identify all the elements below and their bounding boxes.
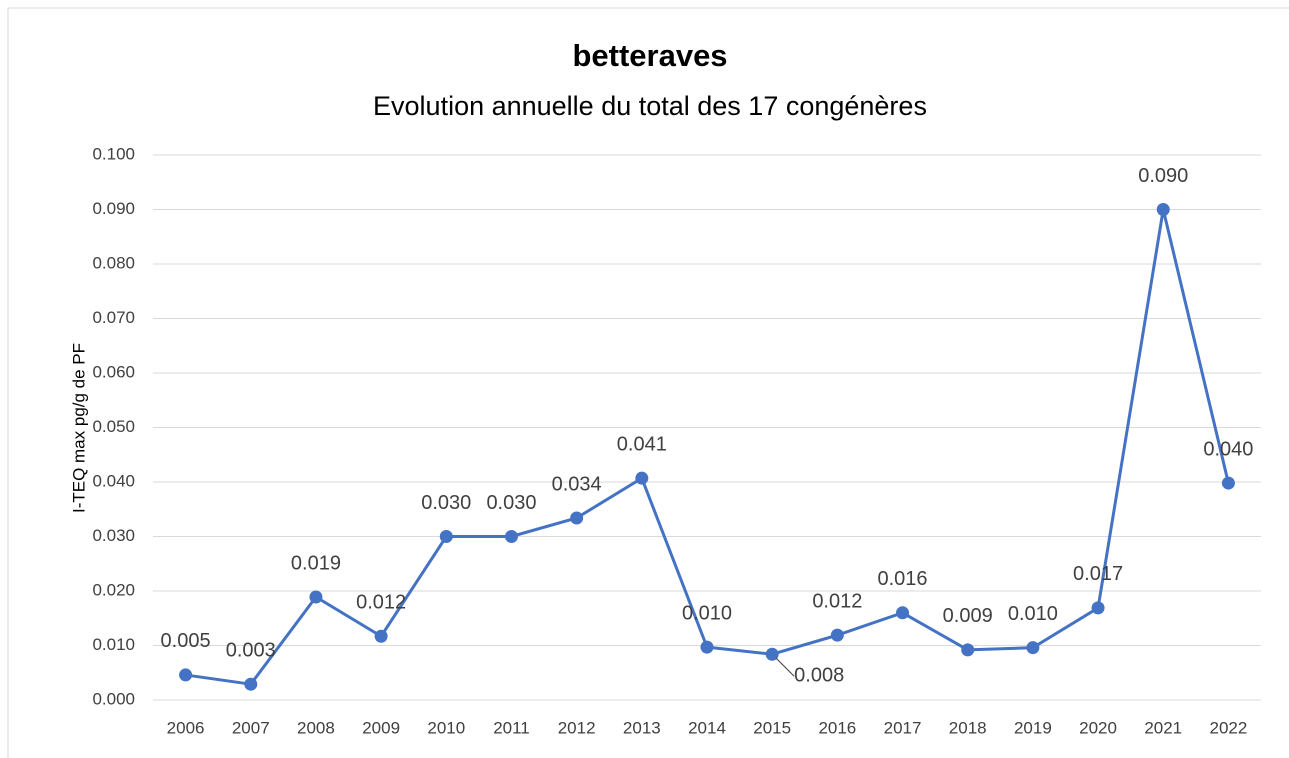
data-label: 0.041: [617, 433, 667, 455]
data-label: 0.003: [226, 639, 276, 661]
point: [1221, 476, 1235, 490]
data-label: 0.008: [794, 665, 844, 687]
x-tick-label: 2016: [818, 718, 856, 737]
point: [374, 629, 388, 643]
y-tick-label: 0.050: [92, 417, 135, 436]
y-tick-label: 0.090: [92, 199, 135, 218]
data-label: 0.034: [552, 473, 602, 495]
x-tick-label: 2012: [558, 718, 596, 737]
point: [244, 677, 258, 691]
leader-line: [775, 657, 795, 677]
chart-border: [7, 7, 1289, 758]
data-label: 0.010: [1008, 603, 1058, 625]
x-tick-label: 2011: [493, 718, 530, 737]
data-label: 0.017: [1073, 563, 1123, 585]
data-label: 0.040: [1203, 438, 1253, 460]
point: [309, 590, 323, 604]
point: [1156, 203, 1170, 216]
point: [830, 628, 844, 642]
point: [961, 643, 975, 657]
y-tick-label: 0.040: [92, 471, 135, 490]
data-label: 0.016: [877, 568, 927, 590]
x-tick-label: 2007: [232, 718, 270, 737]
point: [896, 606, 910, 620]
y-tick-label: 0.030: [92, 526, 135, 545]
y-axis-label: I-TEQ max pg/g de PF: [69, 343, 88, 513]
x-tick-label: 2018: [949, 718, 987, 737]
data-label: 0.012: [812, 590, 862, 612]
data-label: 0.030: [421, 492, 471, 514]
chart-title: betteraves: [572, 38, 727, 73]
x-tick-label: 2014: [688, 718, 726, 737]
point: [570, 511, 584, 525]
y-tick-label: 0.080: [92, 253, 135, 272]
y-tick-label: 0.070: [92, 308, 135, 327]
data-label: 0.005: [161, 630, 211, 652]
x-tick-label: 2017: [884, 718, 922, 737]
x-tick-label: 2021: [1144, 718, 1182, 737]
y-tick-label: 0.010: [92, 635, 135, 654]
x-tick-label: 2008: [297, 718, 335, 737]
data-label: 0.009: [943, 605, 993, 627]
y-tick-label: 0.020: [92, 580, 135, 599]
point: [504, 530, 518, 543]
data-label: 0.030: [486, 492, 536, 514]
point: [700, 640, 714, 654]
point: [1026, 641, 1040, 655]
point: [765, 647, 779, 661]
y-tick-label: 0.060: [92, 362, 135, 381]
x-tick-label: 2019: [1014, 718, 1052, 737]
x-tick-label: 2020: [1079, 718, 1117, 737]
x-tick-label: 2022: [1209, 718, 1247, 737]
chart-subtitle: Evolution annuelle du total des 17 congé…: [373, 91, 927, 121]
point: [439, 530, 453, 543]
x-tick-label: 2013: [623, 718, 661, 737]
x-tick-label: 2015: [753, 718, 791, 737]
y-tick-label: 0.100: [92, 144, 135, 163]
point: [1091, 601, 1105, 615]
point: [179, 668, 193, 682]
x-tick-label: 2009: [362, 718, 400, 737]
x-tick-label: 2006: [167, 718, 205, 737]
x-tick-label: 2010: [427, 718, 465, 737]
point: [635, 471, 649, 485]
data-label: 0.019: [291, 552, 341, 574]
y-tick-label: 0.000: [92, 689, 135, 708]
data-label: 0.090: [1138, 165, 1188, 187]
data-label: 0.012: [356, 592, 406, 614]
data-label: 0.010: [682, 602, 732, 624]
